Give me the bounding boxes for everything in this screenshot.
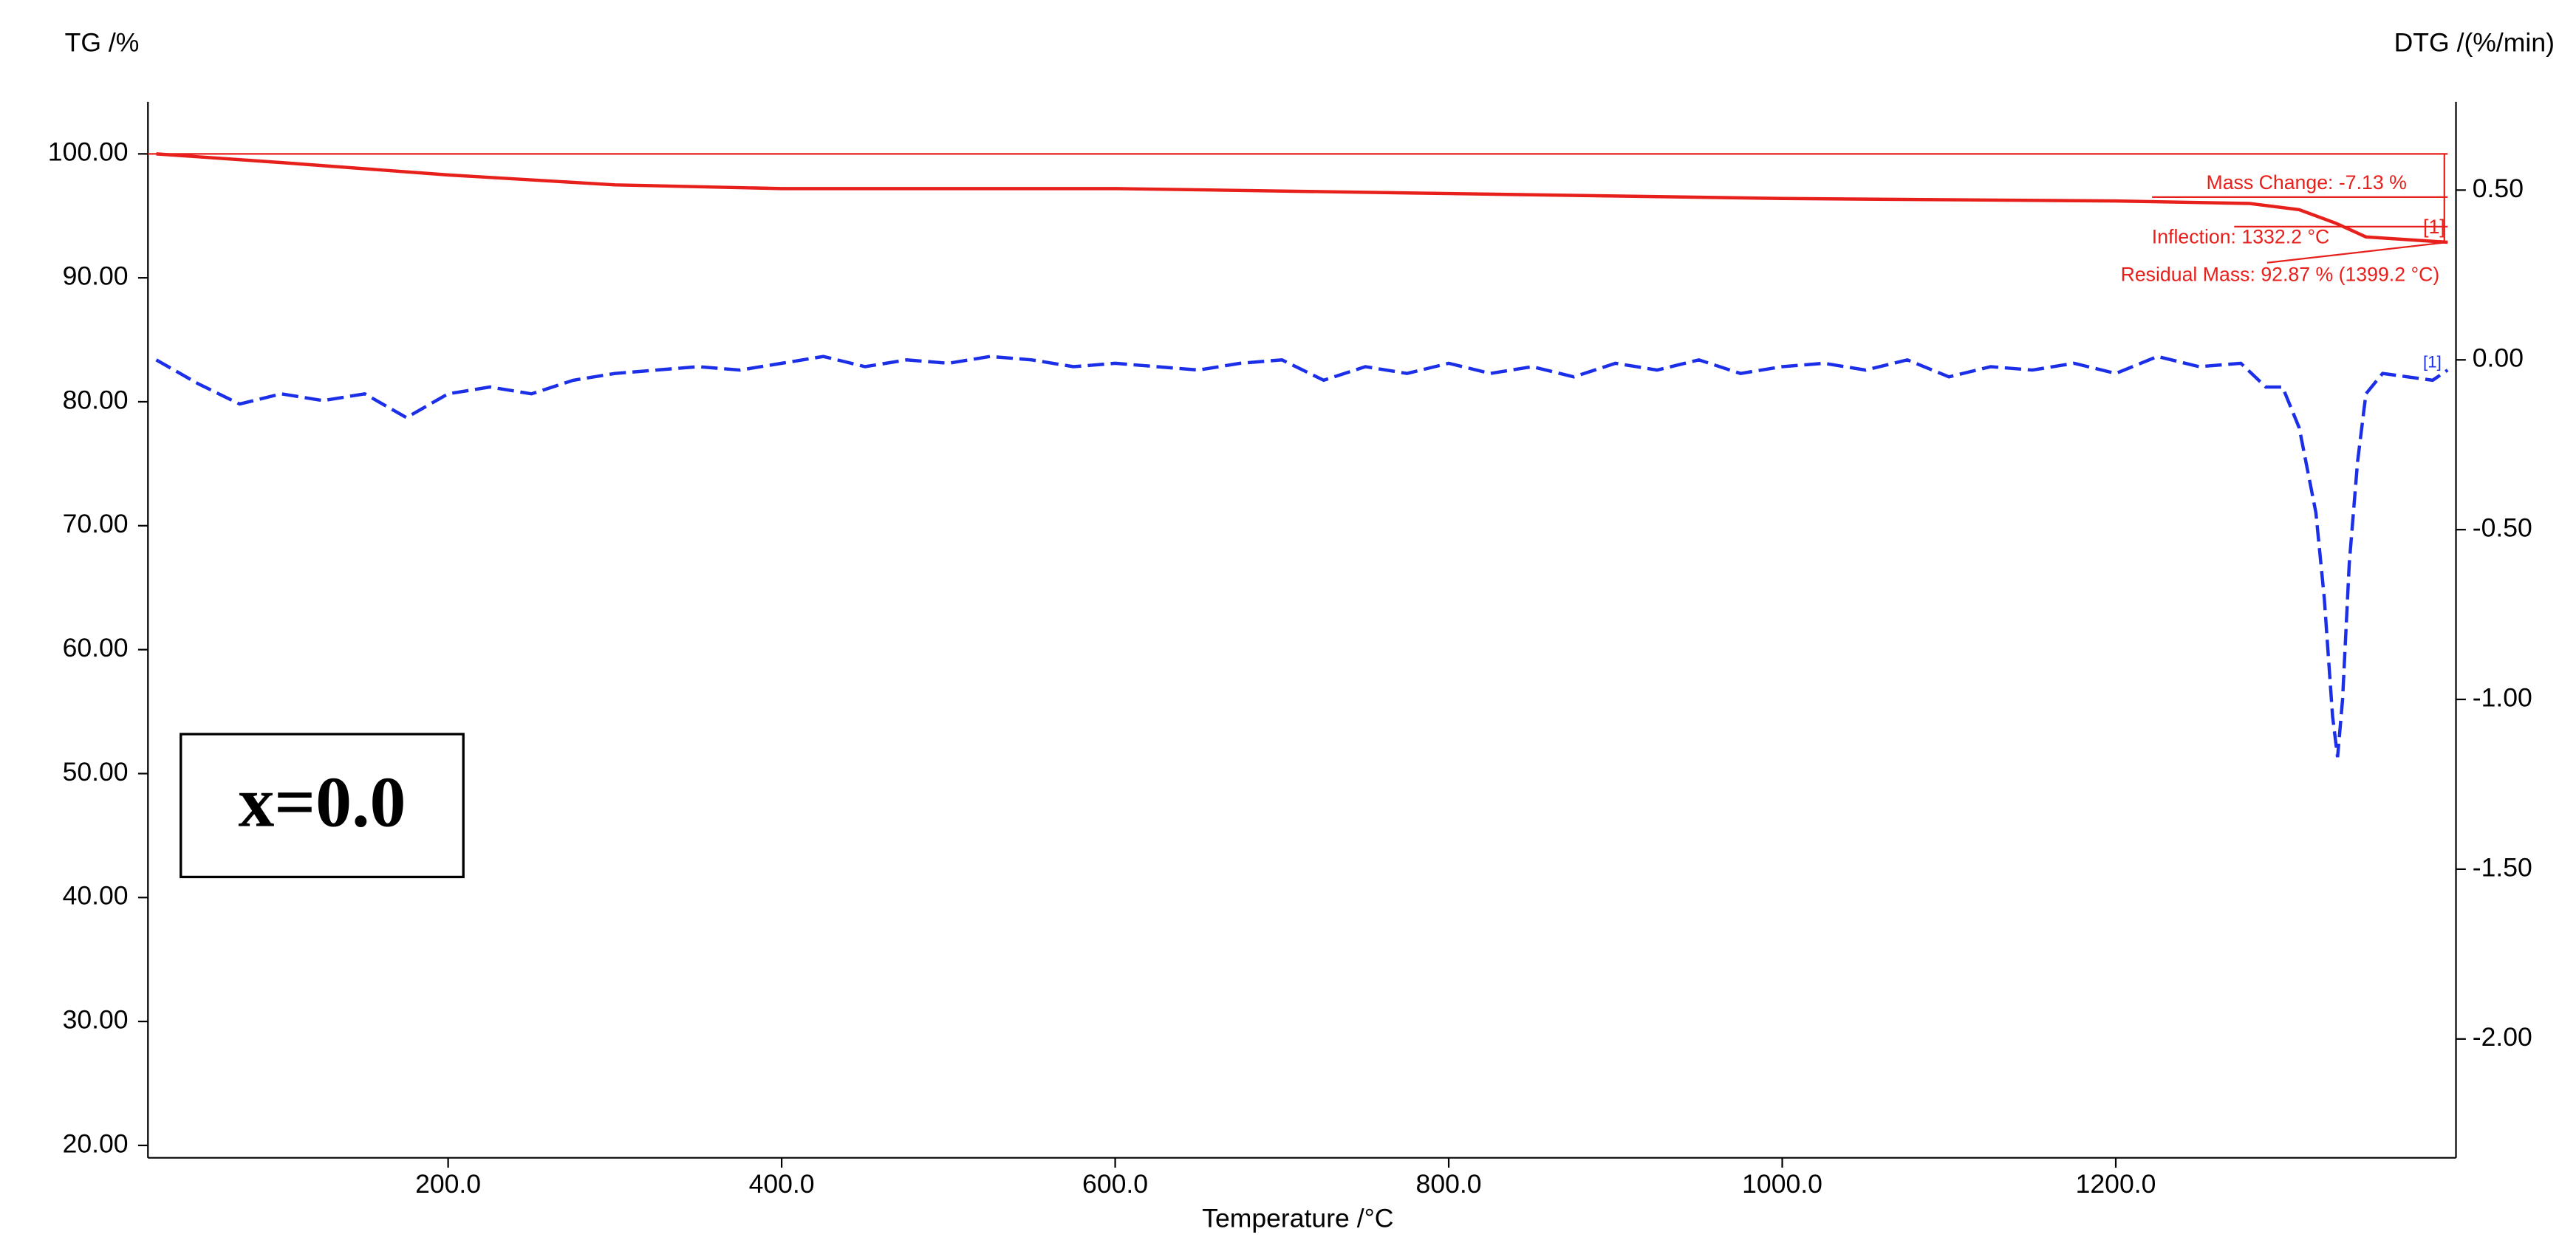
- x-tick-label: 200.0: [415, 1169, 481, 1199]
- x-tick-label: 400.0: [749, 1169, 815, 1199]
- annotation: Residual Mass: 92.87 % (1399.2 °C): [2121, 264, 2440, 286]
- annotation: Mass Change: -7.13 %: [2207, 171, 2407, 193]
- y2-tick-label: 0.00: [2473, 343, 2524, 373]
- y-tick-label: 100.00: [48, 137, 129, 167]
- y2-tick-label: -1.00: [2473, 682, 2532, 712]
- y2-tick-label: -2.00: [2473, 1022, 2532, 1052]
- y-tick-label: 30.00: [63, 1004, 129, 1034]
- data-line: [155, 355, 2449, 758]
- y2-tick-label: 0.50: [2473, 174, 2524, 203]
- y2-axis-title: DTG /(%/min): [2394, 27, 2555, 57]
- y-tick-label: 50.00: [63, 757, 129, 787]
- x-axis-title: Temperature /°C: [1202, 1204, 1393, 1233]
- x-tick-label: 1000.0: [1742, 1169, 1822, 1199]
- leader-line: [2266, 241, 2448, 264]
- y2-tick-label: -1.50: [2473, 852, 2532, 882]
- y-tick-label: 60.00: [63, 633, 129, 662]
- sample-label: x=0.0: [239, 763, 406, 843]
- annotation: [1]: [2423, 352, 2442, 371]
- y-tick-label: 80.00: [63, 385, 129, 414]
- x-tick-label: 600.0: [1082, 1169, 1148, 1199]
- y-tick-label: 20.00: [63, 1128, 129, 1158]
- x-tick-label: 800.0: [1416, 1169, 1482, 1199]
- x-tick-label: 1200.0: [2076, 1169, 2156, 1199]
- sample-box: [180, 733, 465, 879]
- data-line: [156, 152, 2448, 244]
- y-tick-label: 90.00: [63, 261, 129, 291]
- annotation: Inflection: 1332.2 °C: [2152, 225, 2330, 247]
- y-tick-label: 40.00: [63, 881, 129, 911]
- annotation: [1]: [2423, 216, 2445, 238]
- y-axis-title: TG /%: [65, 27, 140, 57]
- y2-tick-label: -0.50: [2473, 513, 2532, 543]
- y-tick-label: 70.00: [63, 509, 129, 538]
